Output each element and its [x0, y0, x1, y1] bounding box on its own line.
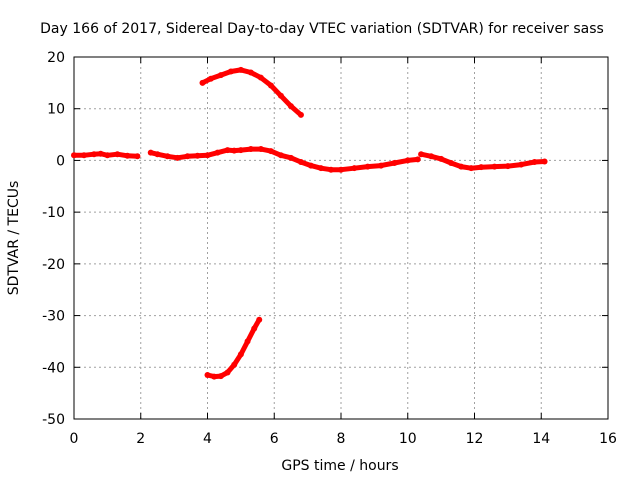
data-point	[287, 103, 294, 110]
data-point	[257, 146, 264, 153]
data-point	[267, 82, 274, 89]
data-point	[214, 149, 221, 156]
data-point	[91, 151, 98, 158]
data-point	[217, 373, 224, 380]
data-point	[237, 147, 244, 154]
grid	[74, 57, 608, 419]
y-tick-label: 10	[47, 102, 65, 118]
data-point	[478, 164, 485, 171]
data-point	[378, 162, 385, 169]
data-point	[297, 158, 304, 165]
data-point	[256, 316, 263, 323]
x-tick-label: 6	[270, 431, 279, 447]
data-point	[438, 155, 445, 162]
data-point	[247, 146, 254, 153]
data-point	[307, 162, 314, 169]
x-axis-label: GPS time / hours	[281, 458, 398, 474]
data-point	[468, 165, 475, 172]
x-tick-label: 12	[466, 431, 484, 447]
series-upper-arc	[200, 67, 304, 118]
data-point	[231, 361, 238, 368]
x-tick-label: 14	[532, 431, 550, 447]
data-point	[134, 153, 141, 160]
data-point	[81, 152, 88, 159]
data-point	[207, 75, 214, 82]
data-point	[404, 157, 411, 164]
x-tick-label: 10	[399, 431, 417, 447]
data-point	[244, 338, 251, 345]
data-point	[458, 163, 465, 170]
data-point	[174, 154, 181, 161]
data-point	[204, 372, 211, 379]
data-point	[237, 351, 244, 358]
data-point	[391, 160, 398, 167]
data-point	[194, 152, 201, 159]
data-point	[257, 74, 264, 81]
data-point	[227, 68, 234, 75]
data-point	[277, 152, 284, 159]
data-point	[97, 150, 104, 157]
data-point	[504, 163, 511, 170]
x-tick-label: 0	[70, 431, 79, 447]
data-point	[287, 154, 294, 161]
data-point	[428, 153, 435, 160]
x-tick-label: 16	[599, 431, 617, 447]
data-point	[541, 158, 548, 165]
data-point	[217, 72, 224, 79]
data-point	[531, 158, 538, 165]
data-point	[277, 92, 284, 99]
data-point	[211, 373, 218, 380]
x-tick-label: 4	[203, 431, 212, 447]
data-point	[71, 152, 77, 159]
data-point	[104, 152, 111, 159]
x-tick-label: 8	[337, 431, 346, 447]
data-point	[364, 163, 371, 170]
data-point	[338, 166, 344, 173]
data-point	[164, 153, 171, 160]
data-point	[317, 165, 324, 172]
data-point	[224, 369, 231, 376]
y-tick-label: -40	[42, 360, 65, 376]
data-point	[199, 79, 206, 86]
data-point	[184, 153, 191, 160]
data-point	[251, 325, 258, 332]
data-point	[351, 165, 358, 172]
y-tick-label: 0	[56, 153, 65, 169]
data-point	[147, 149, 154, 156]
y-tick-label: -50	[42, 412, 65, 428]
data-point	[297, 111, 304, 118]
x-tick-label: 2	[136, 431, 145, 447]
data-point	[204, 152, 211, 159]
data-point	[327, 166, 334, 173]
data-point	[414, 156, 421, 163]
y-axis-label: SDTVAR / TECUs	[6, 181, 22, 296]
data-point	[247, 69, 254, 76]
axis-ticks: 0 2 4 6 8 10 12 14 16 20 10 0 -10 -20 -30 -40 -50	[42, 50, 617, 447]
series-main-track-part2	[148, 146, 421, 173]
data-point	[418, 151, 425, 158]
data-point	[448, 160, 455, 167]
data-point	[518, 161, 525, 168]
data-point	[237, 66, 244, 73]
data-point	[224, 147, 231, 154]
data-point	[114, 151, 121, 158]
y-tick-label: -10	[42, 205, 65, 221]
data-point	[124, 152, 131, 159]
chart-title: Day 166 of 2017, Sidereal Day-to-day VTE…	[40, 21, 604, 37]
data-point	[231, 147, 238, 154]
data-series	[71, 66, 548, 380]
y-tick-label: -30	[42, 309, 65, 325]
data-point	[491, 163, 498, 170]
data-point	[154, 151, 161, 158]
data-point	[267, 148, 274, 155]
y-tick-label: 20	[47, 50, 65, 66]
y-tick-label: -20	[42, 257, 65, 273]
